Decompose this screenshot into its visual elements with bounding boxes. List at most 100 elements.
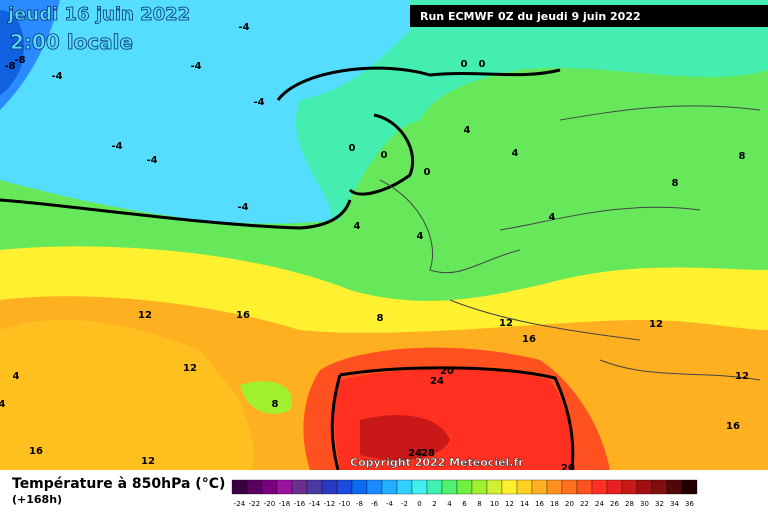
contour-label: 28 <box>421 448 435 459</box>
lead-time: (+168h) <box>12 493 62 506</box>
date: jeudi 16 juin 2022 <box>7 4 190 25</box>
contour-label: 8 <box>272 399 279 410</box>
color-scale: -24 -22 -20 -18 -16 -14 -12 -10 -8 -6 -4 -2 0 2 4 6 8 10 1… <box>231 479 698 508</box>
contour-label: 24 <box>430 376 444 387</box>
scale-label: 12 <box>505 500 514 508</box>
scale-swatch <box>681 479 698 495</box>
scale-label: 6 <box>462 500 467 508</box>
contour-label: 16 <box>236 310 250 321</box>
scale-label: 32 <box>655 500 664 508</box>
scale-label: 20 <box>565 500 574 508</box>
warm-ocean <box>0 319 255 470</box>
contour-label: 4 <box>0 399 6 410</box>
contour-label: -4 <box>237 202 248 213</box>
contour-label: 4 <box>512 148 519 159</box>
contour-label: 16 <box>522 334 536 345</box>
local-time: 2:00 locale <box>10 30 133 54</box>
scale-swatch <box>636 479 653 495</box>
scale-swatch <box>456 479 473 495</box>
scale-label: -18 <box>279 500 290 508</box>
contour-label: -4 <box>238 22 249 33</box>
contour-label: -4 <box>51 71 62 82</box>
scale-label: -2 <box>401 500 408 508</box>
contour-label: 12 <box>183 363 197 374</box>
scale-swatch <box>276 479 293 495</box>
scale-label: 14 <box>520 500 529 508</box>
coastline <box>379 105 761 381</box>
contour-label: 12 <box>499 318 513 329</box>
scale-swatch <box>231 479 248 495</box>
scale-swatch <box>366 479 383 495</box>
scale-label: -16 <box>294 500 306 508</box>
contour-label: 24 <box>408 448 422 459</box>
contour-label: 12 <box>141 456 155 467</box>
contour-label: 12 <box>138 310 152 321</box>
contour-label: 0 <box>381 150 388 161</box>
contour-label: 0 <box>424 167 431 178</box>
contour-label: -4 <box>111 141 122 152</box>
scale-label: -14 <box>309 500 321 508</box>
scale-swatch <box>621 479 638 495</box>
scale-label: -8 <box>356 500 363 508</box>
twenty-four-isotherm <box>330 366 575 471</box>
contour-label: 20 <box>440 366 454 377</box>
scale-swatch <box>501 479 518 495</box>
scale-label: -12 <box>324 500 335 508</box>
coldest-zone <box>0 10 24 95</box>
cold-zone <box>0 0 410 224</box>
scale-label: -20 <box>264 500 275 508</box>
contour-label: 0 <box>479 59 486 70</box>
scale-label: 28 <box>625 500 634 508</box>
cool-patch <box>240 381 292 414</box>
scale-swatch <box>306 479 323 495</box>
scale-label: 2 <box>432 500 436 508</box>
contour-label: -4 <box>146 155 157 166</box>
contour-label: 12 <box>649 319 663 330</box>
contour-label: -8 <box>14 55 25 66</box>
scale-swatch <box>546 479 563 495</box>
scale-swatch <box>336 479 353 495</box>
scale-label: 0 <box>417 500 421 508</box>
scale-label: -24 <box>234 500 246 508</box>
contour-label: 16 <box>726 421 740 432</box>
contour-label: 4 <box>13 371 20 382</box>
scale-swatch <box>651 479 668 495</box>
scale-swatch <box>591 479 608 495</box>
contour-label: 8 <box>672 178 679 189</box>
run-box <box>410 5 768 27</box>
scale-swatch <box>426 479 443 495</box>
scale-label: -6 <box>371 500 379 508</box>
scale-label: 22 <box>580 500 589 508</box>
scale-swatch <box>471 479 488 495</box>
scale-label: -10 <box>339 500 350 508</box>
zero-isotherm <box>0 66 561 230</box>
scale-label: 26 <box>610 500 619 508</box>
scale-label: 34 <box>670 500 679 508</box>
contour-label: 12 <box>735 371 749 382</box>
scale-swatch <box>261 479 278 495</box>
scale-swatch <box>351 479 368 495</box>
copyright: Copyright 2022 Meteociel.fr <box>350 456 524 469</box>
scale-swatch <box>291 479 308 495</box>
scale-label: 36 <box>685 500 694 508</box>
footer-title: Température à 850hPa (°C) <box>12 476 225 492</box>
contour-label: 4 <box>549 212 556 223</box>
contour-label: 4 <box>417 231 424 242</box>
scale-label: -4 <box>386 500 394 508</box>
scale-swatch <box>486 479 503 495</box>
scale-label: 4 <box>447 500 452 508</box>
contour-label: 16 <box>29 446 43 457</box>
scale-label: 18 <box>550 500 559 508</box>
scale-swatch <box>381 479 398 495</box>
scale-label: 30 <box>640 500 649 508</box>
scale-label: 8 <box>477 500 481 508</box>
contour-label: 4 <box>354 221 361 232</box>
scale-swatch <box>666 479 683 495</box>
contour-label: 20 <box>561 463 575 474</box>
scale-label: 24 <box>595 500 604 508</box>
scale-swatch <box>531 479 548 495</box>
contour-label: 0 <box>349 143 356 154</box>
